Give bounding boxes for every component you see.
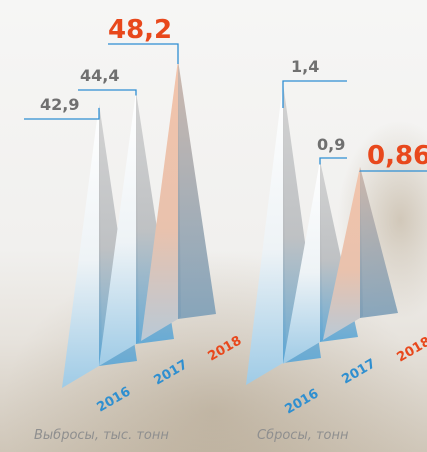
leader-line-1-2017 <box>319 157 347 165</box>
pyramid-front-1-2017 <box>283 160 320 364</box>
leader-line-0-2018 <box>108 43 179 64</box>
leader-line-1-2016 <box>282 80 347 108</box>
pyramid-front-1-2016 <box>246 83 283 385</box>
pyramid-front-0-2016 <box>62 103 99 389</box>
value-label-1-2016: 1,4 <box>291 57 319 76</box>
year-label-0-2018: 2018 <box>206 333 245 364</box>
value-label-1-2017: 0,9 <box>317 135 345 154</box>
leader-line-0-2016 <box>24 107 100 120</box>
value-label-0-2016: 42,9 <box>40 95 79 114</box>
pyramid-shade-0-2018 <box>178 59 216 319</box>
year-label-1-2017: 2017 <box>340 356 379 387</box>
year-label-1-2016: 2016 <box>283 386 322 417</box>
leader-line-0-2017 <box>78 89 137 96</box>
value-label-0-2018: 48,2 <box>108 15 172 45</box>
pyramid-shade-1-2018 <box>360 166 398 318</box>
value-label-1-2018: 0,86 <box>367 141 427 171</box>
pyramid-front-0-2017 <box>99 91 136 366</box>
pyramid-front-1-2018 <box>323 166 360 340</box>
emissions-caption: Выбросы, тыс. тонн <box>34 428 169 443</box>
year-label-0-2017: 2017 <box>152 357 191 388</box>
value-label-0-2017: 44,4 <box>80 66 119 85</box>
year-label-1-2018: 2018 <box>395 334 427 365</box>
discharges-caption: Сбросы, тонн <box>257 428 349 443</box>
year-label-0-2016: 2016 <box>95 384 134 415</box>
pyramid-front-0-2018 <box>141 59 178 341</box>
